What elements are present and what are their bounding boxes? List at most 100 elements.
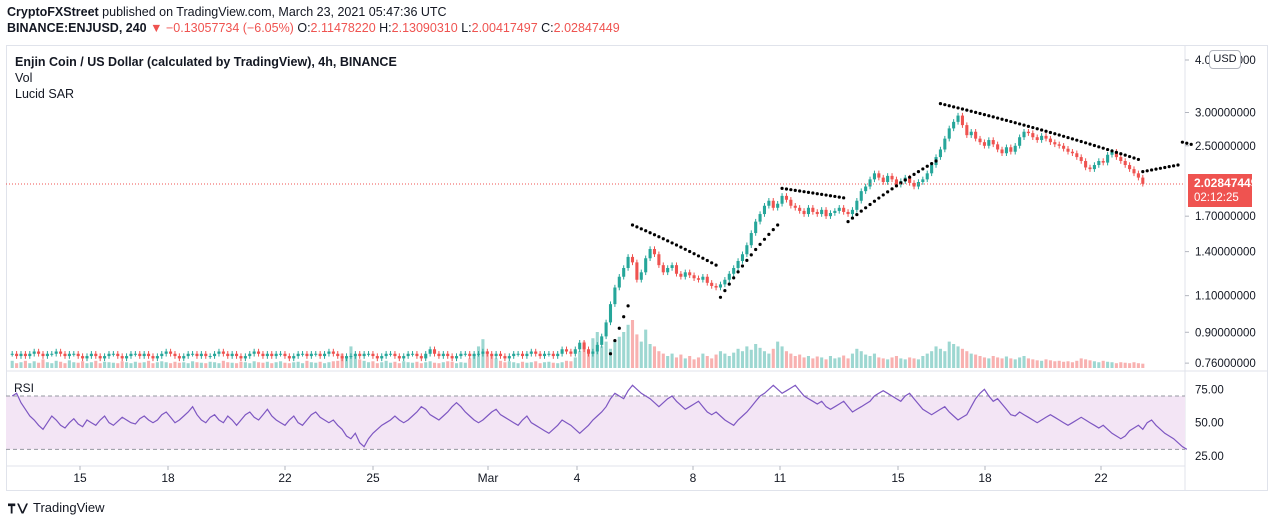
candle-body xyxy=(270,353,274,357)
volume-bar xyxy=(1035,360,1039,368)
sar-dot xyxy=(657,235,661,239)
volume-bar xyxy=(243,362,247,368)
candle-body xyxy=(908,177,912,183)
volume-bar xyxy=(943,351,947,368)
legend-main-series[interactable]: Enjin Coin / US Dollar (calculated by Tr… xyxy=(15,55,397,69)
change-value: −0.13057734 (−6.05%) xyxy=(165,21,294,35)
sar-dot xyxy=(1141,170,1145,174)
volume-bar xyxy=(749,349,753,368)
rsi-legend[interactable]: RSI xyxy=(14,381,35,395)
volume-bar xyxy=(274,362,278,368)
sar-dot xyxy=(789,188,793,192)
candle-body xyxy=(125,356,129,359)
candle-body xyxy=(947,128,951,139)
candle-body xyxy=(481,351,485,354)
volume-bar xyxy=(32,361,36,368)
volume-bar xyxy=(235,363,239,368)
candle-body xyxy=(784,195,789,200)
sar-dot xyxy=(1009,119,1013,124)
sar-dot xyxy=(1026,124,1031,128)
volume-bar xyxy=(362,360,366,368)
candle-body xyxy=(287,356,291,359)
candle-body xyxy=(239,356,243,359)
currency-button[interactable]: USD xyxy=(1209,50,1241,69)
publisher-name[interactable]: CryptoFXStreet xyxy=(7,5,99,19)
price-tick-label: 0.90000000 xyxy=(1195,327,1256,339)
volume-bar xyxy=(226,362,230,368)
sar-dot xyxy=(934,159,938,163)
volume-bar xyxy=(415,361,419,368)
candle-body xyxy=(1018,137,1022,146)
sar-dot xyxy=(661,237,665,241)
candle-body xyxy=(1004,147,1008,154)
volume-bar xyxy=(639,341,643,368)
legend-lucid-sar[interactable]: Lucid SAR xyxy=(15,87,75,101)
volume-bar xyxy=(142,362,146,368)
candle-body xyxy=(635,262,639,280)
candle-body xyxy=(380,356,384,359)
sar-dot xyxy=(622,315,626,319)
volume-bar xyxy=(204,363,208,368)
volume-bar xyxy=(1026,358,1030,368)
sar-dot xyxy=(1075,138,1079,142)
sar-dot xyxy=(1079,139,1083,144)
candle-body xyxy=(960,115,964,126)
candle-body xyxy=(688,272,692,276)
sar-dot xyxy=(1031,125,1035,130)
volume-bar xyxy=(454,363,459,368)
volume-bar xyxy=(1132,362,1136,368)
volume-bar xyxy=(767,353,771,368)
sar-dot xyxy=(714,263,718,267)
candle-body xyxy=(279,353,283,355)
candle-body xyxy=(1022,131,1026,138)
volume-bar xyxy=(714,354,718,368)
candle-body xyxy=(1075,153,1079,158)
sar-dot xyxy=(696,254,701,258)
candle-body xyxy=(366,353,371,355)
candle-body xyxy=(120,356,124,359)
candle-body xyxy=(164,351,168,354)
low-value: 2.00417497 xyxy=(471,21,538,35)
volume-bar xyxy=(815,356,819,368)
candle-body xyxy=(257,351,261,354)
volume-bar xyxy=(1000,358,1004,368)
volume-bar xyxy=(661,353,665,368)
legend-volume[interactable]: Vol xyxy=(15,71,33,85)
candle-body xyxy=(199,353,203,357)
volume-bar xyxy=(507,361,511,368)
candle-body xyxy=(582,342,586,350)
volume-bar xyxy=(798,354,802,368)
symbol-label: BINANCE:ENJUSD, 240 xyxy=(7,21,147,35)
sar-dot xyxy=(776,223,780,227)
volume-bar xyxy=(952,344,956,368)
volume-bar xyxy=(666,356,670,368)
candle-body xyxy=(353,353,357,357)
bar-countdown: 02:12:25 xyxy=(1194,192,1239,204)
candle-body xyxy=(648,249,652,259)
candle-body xyxy=(59,351,63,354)
sar-dot xyxy=(833,194,837,199)
candle-body xyxy=(441,353,445,357)
candle-body xyxy=(828,212,832,217)
candle-body xyxy=(169,351,173,354)
candle-body xyxy=(529,351,533,354)
candle-body xyxy=(1031,133,1035,138)
volume-bar xyxy=(551,362,555,368)
candle-body xyxy=(564,349,569,352)
volume-bar xyxy=(670,353,674,368)
candle-body xyxy=(384,353,388,357)
candle-body xyxy=(547,353,551,355)
candle-body xyxy=(472,353,476,357)
candle-body xyxy=(98,356,102,359)
chart-frame xyxy=(6,45,1268,491)
volume-bar xyxy=(437,363,441,368)
sar-dot xyxy=(1057,133,1061,137)
candle-body xyxy=(608,304,613,323)
candle-body xyxy=(512,353,516,357)
candle-body xyxy=(520,353,525,357)
volume-bar xyxy=(1110,362,1114,368)
footer-brand[interactable]: TradingView xyxy=(8,500,105,515)
volume-bar xyxy=(81,361,85,368)
volume-bar xyxy=(894,356,898,368)
